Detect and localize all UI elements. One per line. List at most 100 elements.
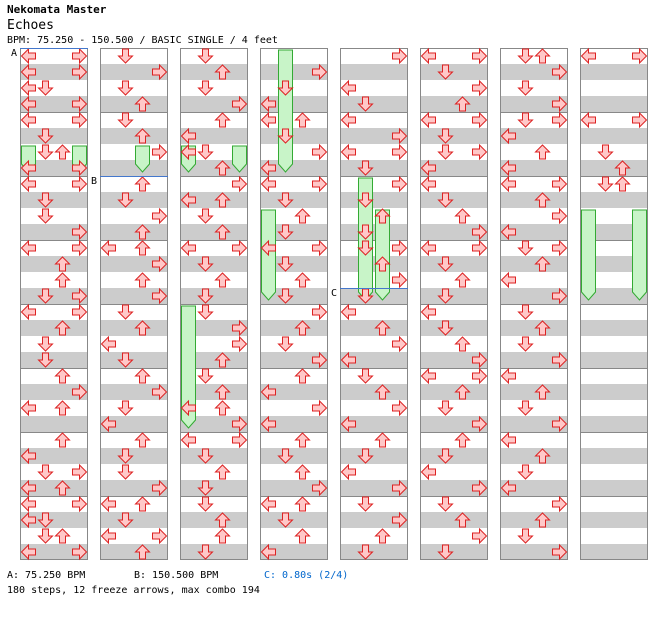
beat-stripe <box>500 256 568 272</box>
right-arrow <box>392 239 408 257</box>
up-arrow <box>294 208 311 224</box>
column-border <box>580 48 648 560</box>
right-arrow <box>472 479 488 497</box>
beat-stripe <box>500 224 568 240</box>
column-border <box>180 48 248 560</box>
down-arrow <box>277 256 294 272</box>
left-arrow <box>420 303 436 321</box>
up-arrow <box>214 192 231 208</box>
right-arrow <box>472 351 488 369</box>
up-arrow <box>134 272 151 288</box>
up-arrow <box>294 432 311 448</box>
left-arrow <box>500 175 516 193</box>
right-arrow <box>472 143 488 161</box>
beat-stripe <box>20 352 88 368</box>
beat-stripe <box>180 480 248 496</box>
right-arrow <box>392 127 408 145</box>
down-arrow <box>517 464 534 480</box>
beat-stripe <box>580 352 648 368</box>
left-arrow <box>340 463 356 481</box>
down-arrow <box>437 400 454 416</box>
freeze-arrow <box>581 209 596 301</box>
down-arrow <box>117 304 134 320</box>
beat-stripe <box>180 160 248 176</box>
chart-column <box>100 48 168 560</box>
down-arrow <box>517 336 534 352</box>
beat-stripe <box>340 64 408 80</box>
left-arrow <box>180 127 196 145</box>
up-arrow <box>294 368 311 384</box>
up-arrow <box>214 400 231 416</box>
beat-stripe <box>420 480 488 496</box>
beat-stripe <box>180 96 248 112</box>
left-arrow <box>20 399 36 417</box>
left-arrow <box>500 479 516 497</box>
down-arrow <box>197 144 214 160</box>
left-arrow <box>180 191 196 209</box>
down-arrow <box>437 448 454 464</box>
down-arrow <box>517 240 534 256</box>
left-arrow <box>20 79 36 97</box>
up-arrow <box>294 464 311 480</box>
left-arrow <box>340 351 356 369</box>
down-arrow <box>197 48 214 64</box>
up-arrow <box>534 256 551 272</box>
down-arrow <box>197 480 214 496</box>
down-arrow <box>117 464 134 480</box>
beat-stripe <box>100 480 168 496</box>
down-arrow <box>197 256 214 272</box>
beat-stripe <box>420 448 488 464</box>
right-arrow <box>72 239 88 257</box>
beat-stripe <box>20 480 88 496</box>
left-arrow <box>260 543 276 561</box>
right-arrow <box>312 143 328 161</box>
right-arrow <box>552 415 568 433</box>
left-arrow <box>20 47 36 65</box>
beat-stripe <box>500 96 568 112</box>
right-arrow <box>472 239 488 257</box>
left-arrow <box>20 479 36 497</box>
beat-stripe <box>260 512 328 528</box>
down-arrow <box>197 544 214 560</box>
down-arrow <box>37 528 54 544</box>
beat-stripe <box>580 128 648 144</box>
right-arrow <box>72 95 88 113</box>
left-arrow <box>500 127 516 145</box>
beat-stripe <box>180 320 248 336</box>
beat-stripe <box>100 224 168 240</box>
left-arrow <box>500 271 516 289</box>
beat-stripe <box>260 128 328 144</box>
beat-stripe <box>500 384 568 400</box>
beat-stripe <box>260 64 328 80</box>
beat-stripe <box>340 224 408 240</box>
right-arrow <box>472 367 488 385</box>
up-arrow <box>454 272 471 288</box>
beat-stripe <box>260 448 328 464</box>
up-arrow <box>214 112 231 128</box>
beat-stripe <box>100 192 168 208</box>
beat-stripe <box>260 192 328 208</box>
up-arrow <box>614 160 631 176</box>
beat-stripe <box>100 320 168 336</box>
up-arrow <box>134 96 151 112</box>
right-arrow <box>312 479 328 497</box>
beat-stripe <box>420 416 488 432</box>
up-arrow <box>214 224 231 240</box>
beat-stripe <box>20 96 88 112</box>
beat-stripe <box>580 96 648 112</box>
column-border <box>500 48 568 560</box>
beat-stripe <box>340 288 408 304</box>
down-arrow <box>437 144 454 160</box>
beat-stripe <box>180 384 248 400</box>
down-arrow <box>197 368 214 384</box>
down-arrow <box>357 96 374 112</box>
left-arrow <box>180 431 196 449</box>
beat-stripe <box>180 64 248 80</box>
beat-stripe <box>20 448 88 464</box>
right-arrow <box>312 303 328 321</box>
left-arrow <box>20 511 36 529</box>
legend-bpm-a: A: 75.250 BPM <box>7 570 86 581</box>
beat-stripe <box>260 544 328 560</box>
beat-stripe <box>20 384 88 400</box>
up-arrow <box>374 256 391 272</box>
